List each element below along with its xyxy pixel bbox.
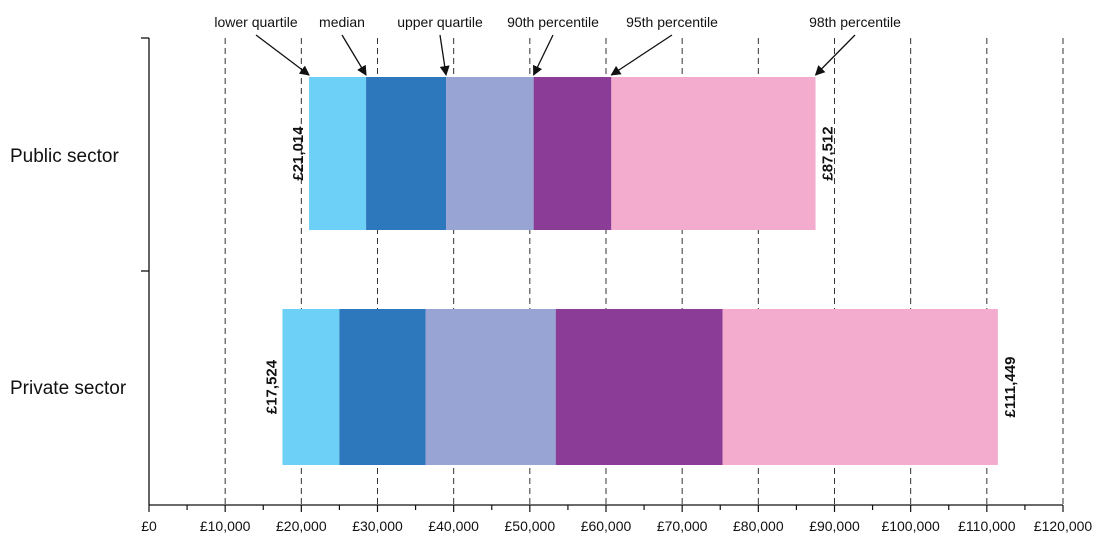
bar-segment (366, 77, 447, 230)
bars (282, 77, 998, 465)
percentile-annotation: 90th percentile (507, 14, 599, 30)
bar-segment (555, 309, 723, 465)
axes: £0 £10,000 £20,000 £30,000 £40,000 £50,000 £60… (141, 37, 1093, 534)
bar-segment (282, 309, 340, 465)
annotation-arrow (533, 34, 554, 76)
category-label: Public sector (10, 146, 119, 167)
bar-segment (425, 309, 556, 465)
end-value-label: £111,449 (1002, 357, 1019, 418)
x-tick-label: £120,000 (1034, 518, 1093, 534)
annotation-arrow (610, 34, 673, 76)
annotation-arrow (439, 34, 450, 76)
bar-segment (446, 77, 534, 230)
x-tick-label: £70,000 (657, 518, 708, 534)
x-tick-label: £20,000 (276, 518, 327, 534)
labels: Public sector Private sector £21,014 £87,51… (10, 126, 1019, 418)
bar-segment (611, 77, 816, 230)
percentile-annotation: upper quartile (397, 14, 483, 30)
x-tick-label: £90,000 (809, 518, 860, 534)
bar-segment (309, 77, 367, 230)
bar-segment (533, 77, 612, 230)
annotation-arrow (255, 34, 310, 76)
percentile-annotation: lower quartile (214, 14, 297, 30)
x-tick-label: £60,000 (581, 518, 632, 534)
x-tick-label: £100,000 (881, 518, 940, 534)
x-tick-label: £40,000 (428, 518, 479, 534)
percentile-annotation: 95th percentile (626, 14, 718, 30)
category-label: Private sector (10, 378, 127, 399)
x-tick-label: £30,000 (352, 518, 403, 534)
bar-segment (339, 309, 426, 465)
gridlines (224, 38, 1064, 505)
x-tick-label: £50,000 (505, 518, 556, 534)
annotation-arrow (814, 34, 856, 76)
percentile-annotation: median (319, 14, 365, 30)
x-tick-label: £10,000 (200, 518, 251, 534)
x-tick-label: £110,000 (958, 518, 1016, 534)
annotations: lower quartile median upper quartile 90th p… (214, 14, 901, 76)
percentile-annotation: 98th percentile (809, 14, 901, 30)
bar-segment (722, 309, 998, 465)
x-tick-label: £80,000 (733, 518, 784, 534)
start-value-label: £17,524 (263, 359, 280, 414)
annotation-arrow (341, 34, 367, 76)
x-tick-label: £0 (141, 518, 157, 534)
end-value-label: £87,512 (820, 126, 837, 180)
start-value-label: £21,014 (290, 126, 307, 181)
